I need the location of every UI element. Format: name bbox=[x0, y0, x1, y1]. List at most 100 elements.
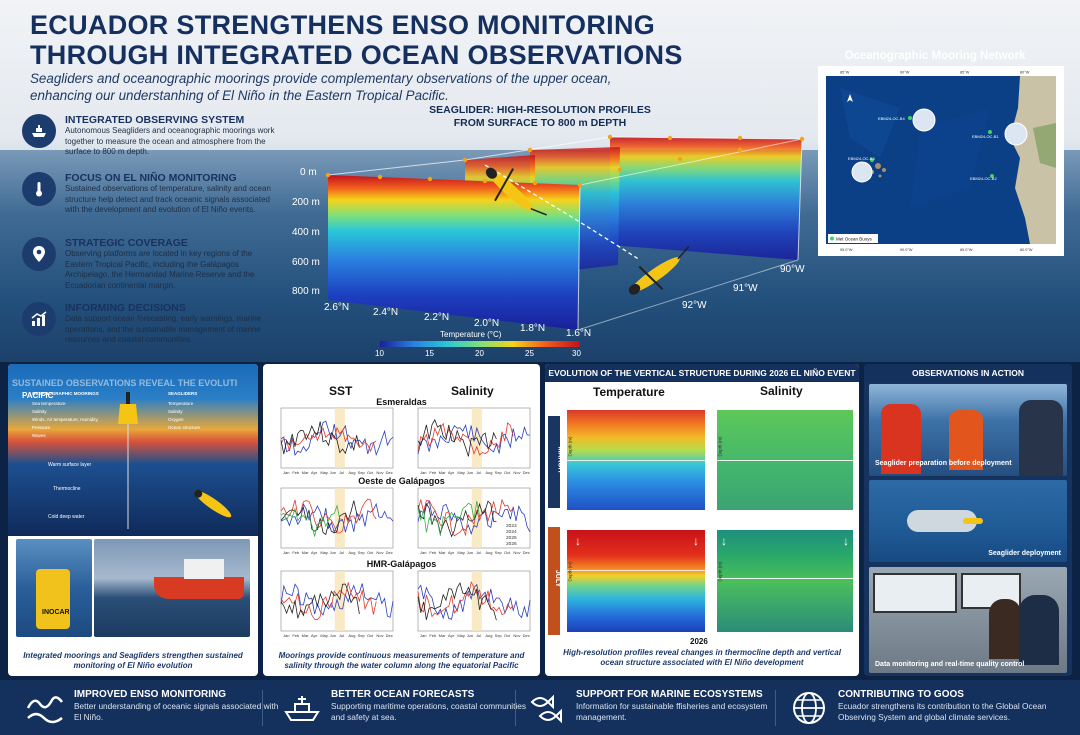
seaglider-3d-section bbox=[325, 134, 805, 330]
month-tick: Aug bbox=[485, 470, 492, 475]
buoy-label: EBM24-OC-B3 bbox=[848, 156, 875, 161]
feature-text: Observing platforms are located in key r… bbox=[65, 249, 255, 290]
month-tick: Dec bbox=[386, 550, 393, 555]
legend-seagliders: SEAGLIDERS Temperature Salinity Oxygen O… bbox=[168, 390, 248, 432]
month-tick: Sep bbox=[358, 550, 366, 555]
buoy-label: EBM24-OC-B1 bbox=[972, 134, 999, 139]
month-tick: Mar bbox=[302, 470, 310, 475]
panel-caption: Integrated moorings and Seagliders stren… bbox=[23, 651, 243, 670]
photo-caption: Data monitoring and real-time quality co… bbox=[875, 661, 1025, 668]
month-tick: Sep bbox=[495, 550, 503, 555]
seaglider-title-line-2: FROM SURFACE TO 800 m DEPTH bbox=[453, 117, 627, 129]
legend-item: Waves bbox=[32, 433, 46, 438]
map-tick: 90.0°W bbox=[900, 248, 913, 252]
month-tick: Sep bbox=[358, 633, 366, 638]
hero-banner: ECUADOR STRENGTHENS ENSO MONITORING THRO… bbox=[0, 0, 1080, 362]
month-tick: Nov bbox=[513, 633, 520, 638]
north-arrow-icon bbox=[847, 94, 853, 102]
series-line bbox=[280, 583, 360, 619]
lon-label: 91°W bbox=[733, 283, 758, 294]
month-tick: Jan bbox=[283, 633, 289, 638]
footer-item-enso: IMPROVED ENSO MONITORING Better understa… bbox=[26, 688, 278, 728]
location-pin-icon bbox=[22, 237, 56, 271]
legend-year: 2025 bbox=[506, 536, 517, 541]
feature-title: INFORMING DECISIONS bbox=[65, 302, 186, 314]
buoy-markers bbox=[851, 108, 1028, 183]
panel-integrated-moorings: SUSTAINED OBSERVATIONS REVEAL THE EVOLUT… bbox=[8, 364, 258, 676]
arrow-down-icon: ↓ bbox=[721, 534, 727, 548]
footer-item-goos: CONTRIBUTING TO GOOS Ecuador strengthens… bbox=[790, 688, 1075, 728]
month-tick: Apr bbox=[448, 470, 455, 475]
lat-label: 2.0°N bbox=[474, 318, 500, 329]
heatmap-july-temperature: ↓ ↓ bbox=[567, 530, 705, 632]
depth-label: 600 m bbox=[292, 257, 320, 268]
footer-title: IMPROVED ENSO MONITORING bbox=[74, 689, 227, 700]
footer-text: Supporting maritime operations, coastal … bbox=[331, 701, 527, 722]
map-tick: 80.0°W bbox=[1020, 248, 1033, 252]
section-panel-front bbox=[328, 175, 580, 330]
lat-label: 2.2°N bbox=[424, 312, 450, 323]
footer-title: BETTER OCEAN FORECASTS bbox=[331, 689, 475, 700]
arrow-down-icon: ↓ bbox=[693, 534, 699, 548]
month-tick: Mar bbox=[439, 470, 447, 475]
footer-item-forecasts: BETTER OCEAN FORECASTS Supporting mariti… bbox=[283, 688, 526, 728]
series-line bbox=[280, 582, 377, 621]
month-tick: Aug bbox=[485, 550, 492, 555]
series-line bbox=[417, 581, 497, 621]
footer-text: Ecuador strengthens its contribution to … bbox=[838, 701, 1047, 722]
month-tick: Aug bbox=[348, 550, 355, 555]
panel-mooring-timeseries: SST Salinity Esmeraldas Oeste de Galápag… bbox=[263, 364, 540, 676]
chart-icon bbox=[22, 302, 56, 336]
title-line-1: ECUADOR STRENGTHENS ENSO MONITORING bbox=[30, 10, 656, 40]
month-tick: Apr bbox=[311, 633, 318, 638]
buoy-icon bbox=[118, 404, 138, 424]
series-line bbox=[417, 500, 497, 538]
colorbar-tick: 25 bbox=[525, 349, 534, 358]
buoy-label: EBM24-OC-B2 bbox=[970, 176, 997, 181]
station-hmr-galapagos: HMR-Galápagos bbox=[366, 559, 437, 569]
legend-year: 2023 bbox=[506, 524, 517, 529]
footer-text: Information for sustainable ffisheries a… bbox=[576, 701, 768, 722]
legend-item: Winds, Air temperature, Humidity, Pressu… bbox=[32, 417, 99, 430]
month-tick: Jan bbox=[420, 550, 426, 555]
series-line bbox=[417, 423, 531, 455]
col-title-temperature: Temperature bbox=[593, 385, 665, 399]
panel-caption: High-resolution profiles reveal changes … bbox=[563, 648, 841, 667]
series-line bbox=[417, 580, 514, 618]
month-tick: Jul bbox=[476, 633, 481, 638]
lon-label: 92°W bbox=[682, 300, 707, 311]
panel-header: EVOLUTION OF THE VERTICAL STRUCTURE DURI… bbox=[545, 364, 859, 382]
legend-item: Salinity bbox=[32, 409, 47, 414]
depth-label: 200 m bbox=[292, 197, 320, 208]
month-tick: Jan bbox=[420, 470, 426, 475]
month-tick: Nov bbox=[376, 470, 383, 475]
month-tick: Mar bbox=[439, 633, 447, 638]
series-line bbox=[280, 426, 377, 453]
month-tick: Feb bbox=[429, 633, 437, 638]
seaglider-icon bbox=[628, 245, 690, 295]
month-tick: Nov bbox=[513, 470, 520, 475]
month-tick: Apr bbox=[448, 550, 455, 555]
month-tick: Oct bbox=[367, 470, 374, 475]
layer-label: Thermocline bbox=[53, 486, 81, 492]
month-tick: Nov bbox=[376, 550, 383, 555]
col-title-sst: SST bbox=[329, 384, 353, 398]
month-tick: May bbox=[457, 633, 465, 638]
month-tick: Jan bbox=[420, 633, 426, 638]
footer-divider bbox=[775, 690, 776, 726]
colorbar-tick: 15 bbox=[425, 349, 434, 358]
month-tick: Apr bbox=[311, 470, 318, 475]
month-tick: Jul bbox=[339, 470, 344, 475]
photo-caption: Seaglider preparation before deployment bbox=[875, 460, 1012, 467]
timeseries-charts: Jan Feb Mar Apr May Jun Jul Aug Sep Oct Nov Dec Jan F… bbox=[280, 407, 531, 638]
month-tick: Dec bbox=[386, 633, 393, 638]
seaglider-title-line-1: SEAGLIDER: HIGH-RESOLUTION PROFILES bbox=[429, 104, 651, 116]
month-tick: Jul bbox=[339, 633, 344, 638]
legend-item: Sea temperature bbox=[32, 401, 66, 406]
axis-ylabel: Depth (m) bbox=[717, 436, 723, 457]
col-title-salinity: Salinity bbox=[760, 384, 803, 398]
globe-icon bbox=[790, 690, 828, 726]
series-line bbox=[280, 421, 360, 455]
highlight-band bbox=[334, 408, 345, 468]
layer-label: Warm surface layer bbox=[48, 462, 92, 468]
